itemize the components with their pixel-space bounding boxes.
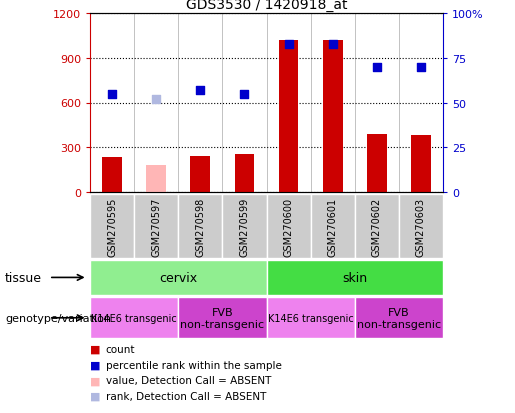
Bar [90,297,178,339]
Bar [234,155,254,192]
Point [329,41,337,48]
Point [241,91,249,98]
Bar [102,158,122,192]
Bar [267,260,443,295]
Text: GSM270595: GSM270595 [107,197,117,256]
Bar [399,194,443,258]
Text: GSM270602: GSM270602 [372,197,382,256]
Text: GSM270597: GSM270597 [151,197,161,256]
Bar [191,157,210,192]
Text: genotype/variation: genotype/variation [5,313,111,323]
Bar [178,194,222,258]
Point [417,64,425,71]
Bar [355,194,399,258]
Text: FVB
non-transgenic: FVB non-transgenic [180,307,265,329]
Text: GSM270599: GSM270599 [239,197,249,256]
Title: GDS3530 / 1420918_at: GDS3530 / 1420918_at [186,0,347,12]
Text: ■: ■ [90,344,100,354]
Bar [279,41,299,192]
Bar [355,297,443,339]
Text: ■: ■ [90,360,100,370]
Point [196,88,204,94]
Text: value, Detection Call = ABSENT: value, Detection Call = ABSENT [106,375,271,385]
Point [108,91,116,98]
Point [373,64,381,71]
Point [284,41,293,48]
Text: percentile rank within the sample: percentile rank within the sample [106,360,282,370]
Text: GSM270600: GSM270600 [284,197,294,256]
Text: GSM270601: GSM270601 [328,197,338,256]
Bar [90,260,267,295]
Bar [311,194,355,258]
Bar [90,194,134,258]
Bar [267,297,355,339]
Bar [222,194,267,258]
Bar [411,136,431,192]
Bar [267,194,311,258]
Text: GSM270598: GSM270598 [195,197,205,256]
Point [152,96,160,103]
Bar [178,297,267,339]
Bar [323,41,342,192]
Text: FVB
non-transgenic: FVB non-transgenic [357,307,441,329]
Text: GSM270603: GSM270603 [416,197,426,256]
Text: cervix: cervix [159,271,197,284]
Bar [134,194,178,258]
Text: skin: skin [342,271,367,284]
Bar [367,134,387,192]
Text: ■: ■ [90,391,100,401]
Text: K14E6 transgenic: K14E6 transgenic [268,313,353,323]
Text: count: count [106,344,135,354]
Text: tissue: tissue [5,271,42,284]
Text: rank, Detection Call = ABSENT: rank, Detection Call = ABSENT [106,391,266,401]
Text: K14E6 transgenic: K14E6 transgenic [91,313,177,323]
Bar [146,165,166,192]
Text: ■: ■ [90,375,100,385]
